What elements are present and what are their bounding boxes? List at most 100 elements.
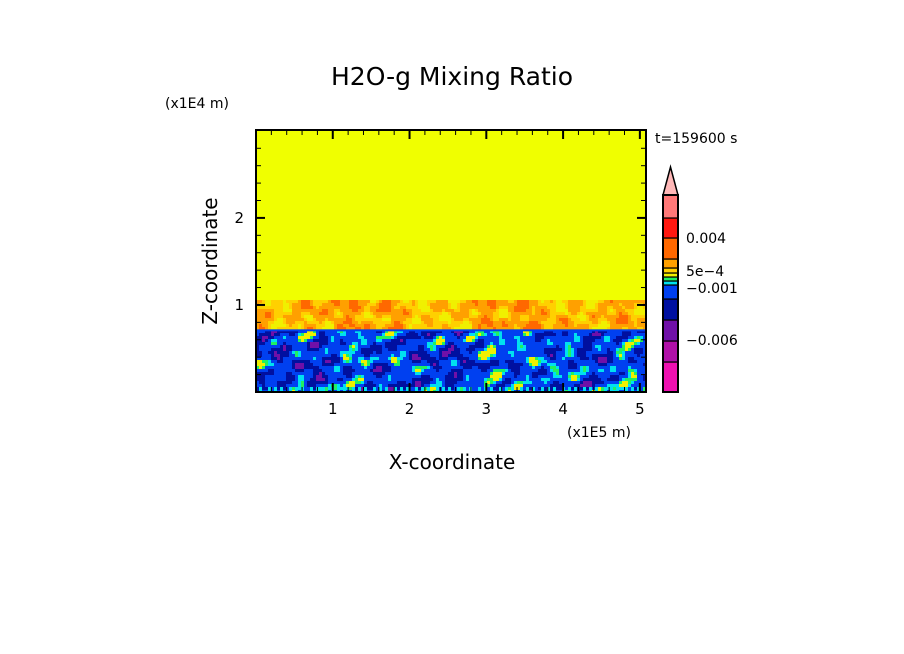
- field-cell: [430, 339, 433, 342]
- field-cell: [316, 324, 319, 327]
- field-cell: [442, 372, 445, 375]
- field-cell: [454, 375, 457, 378]
- field-cell: [271, 381, 274, 384]
- field-cell: [313, 306, 316, 309]
- field-cell: [469, 369, 472, 372]
- field-cell: [433, 312, 436, 315]
- field-cell: [457, 342, 460, 345]
- field-cell: [340, 309, 343, 312]
- field-cell: [424, 330, 427, 333]
- field-cell: [307, 339, 310, 342]
- field-cell: [364, 354, 367, 357]
- field-cell: [367, 306, 370, 309]
- field-cell: [361, 357, 364, 360]
- field-cell: [466, 318, 469, 321]
- field-cell: [295, 384, 298, 387]
- field-cell: [565, 324, 568, 327]
- field-cell: [562, 333, 565, 336]
- field-cell: [463, 300, 466, 303]
- field-cell: [478, 378, 481, 381]
- field-cell: [613, 360, 616, 363]
- field-cell: [448, 303, 451, 306]
- field-cell: [394, 339, 397, 342]
- field-cell: [475, 324, 478, 327]
- field-cell: [262, 321, 265, 324]
- field-cell: [595, 327, 598, 330]
- field-cell: [370, 354, 373, 357]
- field-cell: [433, 303, 436, 306]
- field-cell: [553, 354, 556, 357]
- field-cell: [289, 342, 292, 345]
- field-cell: [526, 333, 529, 336]
- field-cell: [592, 315, 595, 318]
- field-cell: [637, 372, 640, 375]
- field-cell: [490, 342, 493, 345]
- field-cell: [556, 369, 559, 372]
- field-cell: [448, 375, 451, 378]
- field-cell: [328, 318, 331, 321]
- field-cell: [574, 324, 577, 327]
- field-cell: [481, 324, 484, 327]
- field-cell: [319, 336, 322, 339]
- field-cell: [523, 300, 526, 303]
- field-cell: [586, 369, 589, 372]
- field-cell: [391, 306, 394, 309]
- field-cell: [541, 357, 544, 360]
- field-cell: [409, 369, 412, 372]
- field-cell: [463, 336, 466, 339]
- field-cell: [361, 315, 364, 318]
- field-cell: [292, 354, 295, 357]
- field-cell: [271, 339, 274, 342]
- field-cell: [400, 321, 403, 324]
- field-cell: [337, 351, 340, 354]
- field-cell: [541, 387, 544, 390]
- field-cell: [427, 375, 430, 378]
- field-cell: [346, 381, 349, 384]
- field-cell: [367, 348, 370, 351]
- field-cell: [559, 306, 562, 309]
- field-cell: [562, 336, 565, 339]
- field-cell: [577, 306, 580, 309]
- field-cell: [277, 351, 280, 354]
- field-cell: [277, 387, 280, 390]
- field-cell: [280, 309, 283, 312]
- field-cell: [607, 372, 610, 375]
- field-cell: [538, 315, 541, 318]
- field-cell: [400, 309, 403, 312]
- field-cell: [301, 354, 304, 357]
- field-cell: [559, 378, 562, 381]
- field-cell: [451, 339, 454, 342]
- field-cell: [283, 336, 286, 339]
- field-cell: [268, 342, 271, 345]
- field-cell: [340, 354, 343, 357]
- field-cell: [496, 369, 499, 372]
- field-cell: [268, 351, 271, 354]
- field-cell: [328, 369, 331, 372]
- field-cell: [409, 342, 412, 345]
- field-cell: [376, 318, 379, 321]
- field-cell: [619, 384, 622, 387]
- field-cell: [394, 387, 397, 390]
- field-cell: [601, 309, 604, 312]
- field-cell: [346, 300, 349, 303]
- field-cell: [451, 324, 454, 327]
- field-cell: [616, 345, 619, 348]
- field-cell: [319, 330, 322, 333]
- field-cell: [385, 312, 388, 315]
- field-cell: [322, 363, 325, 366]
- field-cell: [601, 321, 604, 324]
- field-cell: [496, 315, 499, 318]
- field-cell: [607, 384, 610, 387]
- field-cell: [265, 345, 268, 348]
- field-cell: [382, 357, 385, 360]
- field-cell: [445, 306, 448, 309]
- field-cell: [343, 372, 346, 375]
- field-cell: [526, 312, 529, 315]
- field-cell: [451, 306, 454, 309]
- field-cell: [526, 339, 529, 342]
- field-cell: [334, 345, 337, 348]
- field-cell: [262, 354, 265, 357]
- field-cell: [460, 357, 463, 360]
- field-cell: [421, 318, 424, 321]
- field-cell: [628, 339, 631, 342]
